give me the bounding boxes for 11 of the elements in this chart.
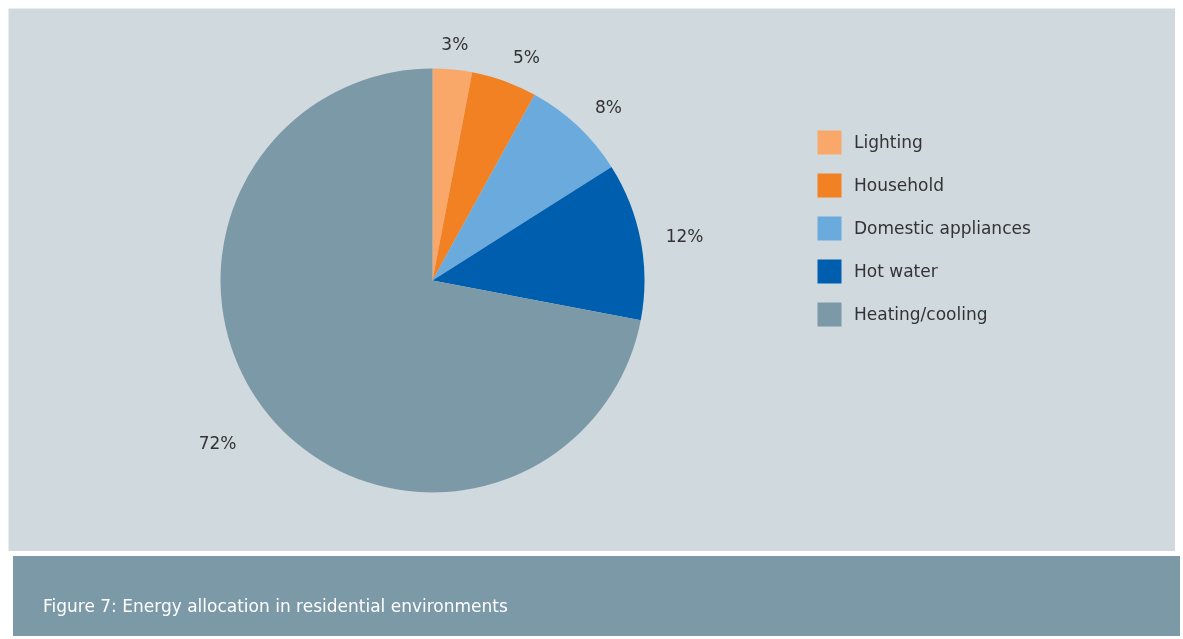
legend-label: Domestic appliances (854, 218, 1031, 238)
data-label: 5% (512, 47, 540, 68)
data-label: 8% (595, 97, 623, 118)
legend-label: Household (854, 175, 944, 195)
legend-label: Heating/cooling (854, 304, 988, 324)
legend-label: Hot water (854, 261, 938, 281)
data-label: 12% (665, 226, 704, 247)
data-label: 72% (198, 432, 237, 453)
legend-label: Lighting (854, 132, 923, 152)
caption: Figure 7: Energy allocation in residential environments (43, 595, 508, 618)
data-label: 3% (441, 34, 469, 55)
